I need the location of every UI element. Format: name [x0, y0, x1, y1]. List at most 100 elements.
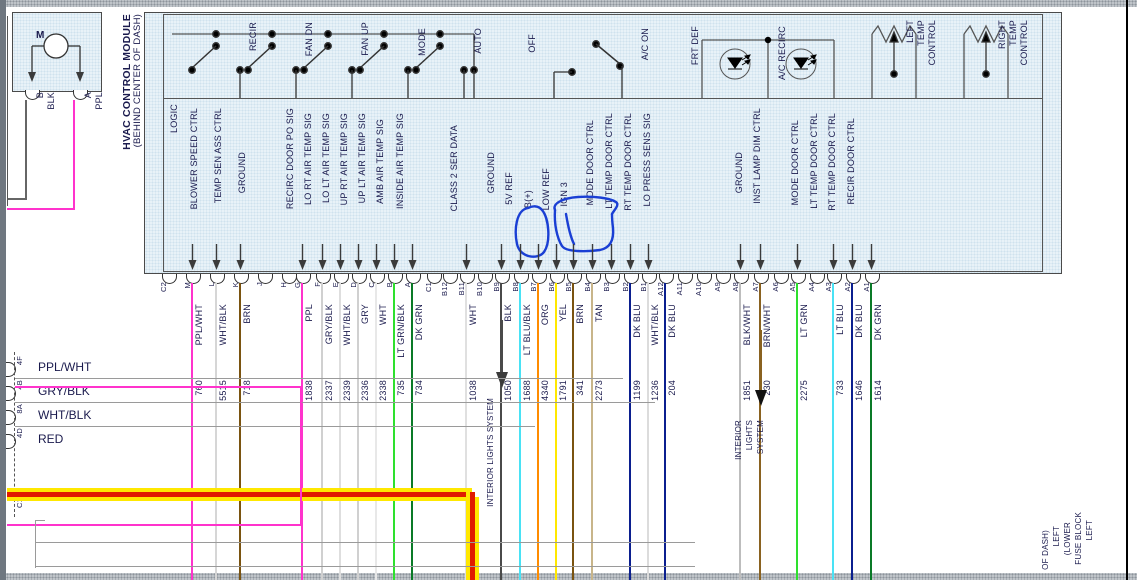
- blower-wire-blk-horiz: [7, 198, 27, 200]
- pin-id-label: J: [255, 282, 264, 286]
- pin-id-label: B12: [440, 282, 449, 296]
- left-connector-cup[interactable]: [6, 434, 16, 449]
- switch-label-off[interactable]: OFF: [527, 34, 537, 53]
- switch-label-mode[interactable]: MODE: [417, 28, 427, 56]
- signal-label: RT TEMP DOOR CTRL: [827, 113, 837, 211]
- pin-cup[interactable]: [209, 274, 225, 284]
- pin-cup[interactable]: [733, 274, 749, 284]
- switch-label-recir[interactable]: RECIR: [248, 22, 258, 52]
- pin-cup[interactable]: [161, 274, 177, 284]
- pin-color-label: PPL: [304, 304, 314, 322]
- pin-wire: [375, 283, 377, 580]
- pin-circuit-number: 1199: [632, 380, 642, 401]
- pin-color-label: LT GRN: [799, 304, 809, 338]
- pin-circuit-number: 341: [575, 380, 585, 396]
- pin-cup[interactable]: [351, 274, 367, 284]
- pin-circuit-number: 1646: [854, 380, 864, 401]
- pin-cup[interactable]: [257, 274, 273, 284]
- left-connector-lead: [15, 378, 623, 380]
- signal-label: 5V REF: [504, 172, 514, 205]
- pin-circuit-number: 1838: [304, 380, 314, 401]
- signal-label: INST LAMP DIM CTRL: [752, 108, 762, 204]
- blower-wire-blk-vert: [25, 100, 27, 200]
- pin-circuit-number: 2275: [799, 380, 809, 401]
- pin-color-label: WHT: [378, 304, 388, 326]
- pin-cup[interactable]: [641, 274, 657, 284]
- pin-circuit-number: 2337: [324, 380, 334, 401]
- pin-cup[interactable]: [773, 274, 789, 284]
- pin-cup[interactable]: [604, 274, 620, 284]
- pin-arrow: [390, 244, 399, 270]
- pin-circuit-number: 733: [835, 380, 845, 396]
- pin-cup[interactable]: [677, 274, 693, 284]
- switch-bank-graphics: [172, 24, 1009, 98]
- switch-label-fan-dn[interactable]: FAN DN: [304, 22, 314, 57]
- pin-id-label: C1: [424, 282, 433, 292]
- pin-id-label: D: [349, 282, 358, 288]
- blower-pin-a-id: A: [83, 92, 93, 99]
- pin-cup[interactable]: [715, 274, 731, 284]
- pin-circuit-number: 734: [414, 380, 424, 396]
- left-connector-cavity-id: 4D: [15, 428, 24, 438]
- signal-label: RECIR DOOR CTRL: [846, 118, 856, 205]
- pin-id-label: C: [367, 282, 376, 288]
- switch-label-auto[interactable]: AUTO: [473, 28, 483, 54]
- pin-id-label: A5: [788, 282, 797, 292]
- signal-label: LO PRESS SENS SIG: [642, 113, 652, 207]
- left-connector-spine: [14, 352, 15, 517]
- signal-label: RT TEMP DOOR CTRL: [623, 113, 633, 211]
- pot-label-right-line1: RIGHT: [997, 20, 1007, 49]
- pin-cup[interactable]: [696, 274, 712, 284]
- signal-label: GROUND: [237, 152, 247, 194]
- pin-cup[interactable]: [315, 274, 331, 284]
- pin-id-label: L: [207, 282, 216, 287]
- pin-cup[interactable]: [426, 274, 442, 284]
- signal-label: B(+): [523, 190, 533, 209]
- pin-id-label: A2: [843, 282, 852, 292]
- pin-id-label: B2: [621, 282, 630, 292]
- pin-color-label: LT BLU/BLK: [522, 304, 532, 356]
- pin-id-label: B10: [475, 282, 484, 296]
- pin-circuit-number: 4340: [540, 380, 550, 401]
- pin-wire: [554, 283, 558, 580]
- pin-id-label: A4: [807, 282, 816, 292]
- pin-cup[interactable]: [809, 274, 825, 284]
- left-connector-cup[interactable]: [6, 362, 16, 377]
- signal-label: LT TEMP DOOR CTRL: [809, 113, 819, 209]
- pin-cup[interactable]: [333, 274, 349, 284]
- pin-circuit-number: 1236: [650, 380, 660, 401]
- pin-cup[interactable]: [459, 274, 475, 284]
- bus-wire-gray-riser: [35, 520, 37, 568]
- pin-wire: [739, 283, 741, 580]
- top-border-strip: [0, 0, 1137, 7]
- pin-wire: [869, 283, 873, 580]
- pin-id-label: A8: [731, 282, 740, 292]
- pin-arrow: [736, 244, 745, 270]
- signal-label: LO LT AIR TEMP SIG: [321, 113, 331, 203]
- pin-cup[interactable]: [369, 274, 385, 284]
- pin-color-label: YEL: [558, 304, 568, 322]
- pin-id-label: B: [385, 282, 394, 288]
- left-connector-cup[interactable]: [6, 410, 16, 425]
- blower-pin-cup-a: [73, 90, 88, 100]
- left-connector-cup[interactable]: [6, 386, 16, 401]
- pin-id-label: A7: [751, 282, 760, 292]
- pin-color-label: GRY: [360, 304, 370, 324]
- switch-label-ac-on[interactable]: A/C ON: [640, 28, 650, 61]
- pin-color-label: GRY/BLK: [324, 304, 334, 345]
- pin-color-label: BLK: [503, 304, 513, 322]
- pot-label-left-line2: TEMP: [916, 20, 926, 46]
- switch-label-fan-up[interactable]: FAN UP: [360, 22, 370, 56]
- pin-arrow: [354, 244, 363, 270]
- pin-cup[interactable]: [442, 274, 458, 284]
- pin-cup[interactable]: [477, 274, 493, 284]
- pin-id-label: A: [403, 282, 412, 288]
- pin-arrow: [534, 244, 543, 270]
- pin-arrow: [408, 244, 417, 270]
- pin-id-label: A10: [694, 282, 703, 296]
- pin-arrow: [867, 244, 876, 270]
- bus-wire-yellow-bottom: [7, 497, 472, 501]
- pin-wire: [339, 283, 341, 580]
- pin-wire: [536, 283, 540, 580]
